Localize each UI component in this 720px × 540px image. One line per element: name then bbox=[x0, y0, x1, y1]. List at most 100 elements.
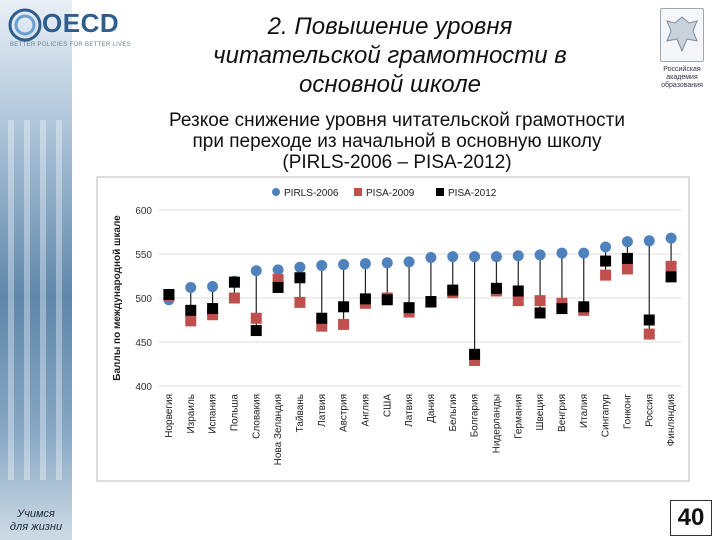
point-pirls-2006 bbox=[512, 250, 524, 262]
point-pirls-2006 bbox=[425, 252, 437, 264]
point-pisa-2012 bbox=[228, 276, 240, 288]
x-tick-label: Тайвань bbox=[295, 394, 306, 432]
page-number: 40 bbox=[670, 500, 712, 536]
oecd-logo-text: OECD bbox=[42, 8, 120, 38]
point-pirls-2006 bbox=[621, 236, 633, 248]
y-tick-label: 600 bbox=[135, 206, 152, 217]
point-pisa-2012 bbox=[447, 284, 459, 296]
point-pisa-2012 bbox=[469, 348, 481, 360]
x-tick-label: Польша bbox=[229, 394, 240, 432]
x-tick-label: Латвия bbox=[404, 394, 415, 427]
sidebar-figures-decoration bbox=[8, 120, 64, 480]
point-pirls-2006 bbox=[381, 257, 393, 269]
point-pirls-2006 bbox=[469, 251, 481, 263]
point-pisa-2012 bbox=[600, 255, 612, 267]
x-tick-label: Австрия bbox=[339, 394, 350, 432]
point-pirls-2006 bbox=[578, 247, 590, 259]
emblem-caption-line-1: Российская bbox=[663, 66, 701, 73]
legend-marker bbox=[354, 188, 362, 196]
point-pisa-2012 bbox=[294, 272, 306, 284]
x-tick-label: Дания bbox=[426, 394, 437, 423]
eagle-emblem-icon bbox=[660, 8, 704, 62]
y-tick-label: 500 bbox=[135, 294, 152, 305]
point-pisa-2009 bbox=[250, 312, 262, 324]
x-tick-label: Сингапур bbox=[601, 394, 612, 438]
sidebar-caption: Учимся для жизни bbox=[2, 508, 70, 534]
point-pisa-2012 bbox=[512, 285, 524, 297]
legend-label: PISA-2009 bbox=[366, 188, 415, 199]
x-tick-label: Венгрия bbox=[557, 394, 568, 432]
point-pisa-2012 bbox=[250, 325, 262, 337]
slide-title-line-3: основной школе bbox=[299, 71, 481, 98]
x-tick-label: Бельгия bbox=[448, 394, 459, 432]
y-tick-label: 550 bbox=[135, 250, 152, 261]
oecd-logo: OECD BETTER POLICIES FOR BETTER LIVES bbox=[6, 6, 146, 50]
point-pisa-2009 bbox=[600, 269, 612, 281]
point-pirls-2006 bbox=[556, 247, 568, 259]
point-pisa-2012 bbox=[425, 296, 437, 308]
point-pisa-2012 bbox=[359, 293, 371, 305]
x-tick-label: Россия bbox=[644, 394, 655, 427]
slide-subtitle-line-2: при переходе из начальной в основную шко… bbox=[192, 131, 602, 152]
x-tick-label: Словакия bbox=[251, 394, 262, 439]
x-tick-label: Англия bbox=[360, 394, 371, 426]
left-sidebar: Учимся для жизни bbox=[0, 0, 72, 540]
point-pisa-2012 bbox=[185, 304, 197, 316]
legend-label: PISA-2012 bbox=[448, 188, 497, 199]
slide-title-line-2: читательской грамотности в bbox=[213, 42, 567, 69]
point-pirls-2006 bbox=[403, 256, 415, 268]
point-pirls-2006 bbox=[665, 232, 677, 244]
point-pirls-2006 bbox=[338, 259, 350, 271]
point-pisa-2012 bbox=[621, 252, 633, 264]
x-tick-label: Испания bbox=[208, 394, 219, 434]
point-pirls-2006 bbox=[207, 281, 219, 293]
point-pirls-2006 bbox=[272, 264, 284, 276]
slide-title: 2. Повышение уровня читательской грамотн… bbox=[140, 12, 640, 99]
x-tick-label: Финляндия bbox=[666, 394, 677, 446]
point-pisa-2009 bbox=[512, 295, 524, 307]
point-pisa-2012 bbox=[643, 314, 655, 326]
point-pirls-2006 bbox=[185, 281, 197, 293]
sidebar-caption-line-2: для жизни bbox=[9, 521, 63, 533]
slide-subtitle-line-1: Резкое снижение уровня читательской грам… bbox=[169, 110, 625, 131]
legend-marker bbox=[272, 188, 280, 196]
point-pisa-2009 bbox=[643, 328, 655, 340]
point-pisa-2009 bbox=[185, 315, 197, 327]
x-tick-label: США bbox=[382, 394, 393, 417]
point-pisa-2012 bbox=[490, 282, 502, 294]
slide-title-line-1: 2. Повышение уровня bbox=[267, 13, 513, 40]
point-pisa-2009 bbox=[338, 318, 350, 330]
point-pisa-2009 bbox=[228, 292, 240, 304]
point-pirls-2006 bbox=[534, 249, 546, 261]
point-pisa-2012 bbox=[578, 301, 590, 313]
y-tick-label: 450 bbox=[135, 338, 152, 349]
point-pirls-2006 bbox=[643, 235, 655, 247]
x-tick-label: Гонконг bbox=[622, 394, 633, 429]
slide-subtitle: Резкое снижение уровня читательской грам… bbox=[76, 110, 718, 174]
point-pisa-2012 bbox=[272, 281, 284, 293]
x-tick-label: Германия bbox=[513, 394, 524, 439]
point-pisa-2012 bbox=[338, 301, 350, 313]
point-pisa-2009 bbox=[316, 320, 328, 332]
point-pirls-2006 bbox=[316, 259, 328, 271]
emblem-caption-line-2: академия bbox=[666, 74, 698, 81]
x-tick-label: Болгария bbox=[470, 394, 481, 437]
point-pisa-2009 bbox=[469, 354, 481, 366]
point-pirls-2006 bbox=[359, 258, 371, 270]
point-pirls-2006 bbox=[490, 251, 502, 263]
point-pisa-2012 bbox=[381, 294, 393, 306]
x-tick-label: Нова Зеландия bbox=[273, 394, 284, 465]
point-pisa-2012 bbox=[534, 307, 546, 319]
point-pisa-2009 bbox=[272, 274, 284, 286]
point-pisa-2012 bbox=[207, 303, 219, 315]
x-tick-label: Италия bbox=[579, 394, 590, 428]
x-tick-label: Израиль bbox=[186, 394, 197, 434]
sidebar-caption-line-1: Учимся bbox=[17, 508, 55, 520]
x-tick-label: Швеция bbox=[535, 394, 546, 431]
oecd-tagline: BETTER POLICIES FOR BETTER LIVES bbox=[10, 42, 131, 48]
slide-subtitle-line-3: (PIRLS-2006 – PISA-2012) bbox=[282, 152, 512, 173]
reading-scores-chart: 400 450 500 550 600 Баллы по международной шк… bbox=[96, 176, 690, 487]
point-pirls-2006 bbox=[250, 265, 262, 277]
emblem-caption-line-3: образования bbox=[661, 82, 703, 89]
oecd-globe-icon bbox=[8, 8, 42, 42]
